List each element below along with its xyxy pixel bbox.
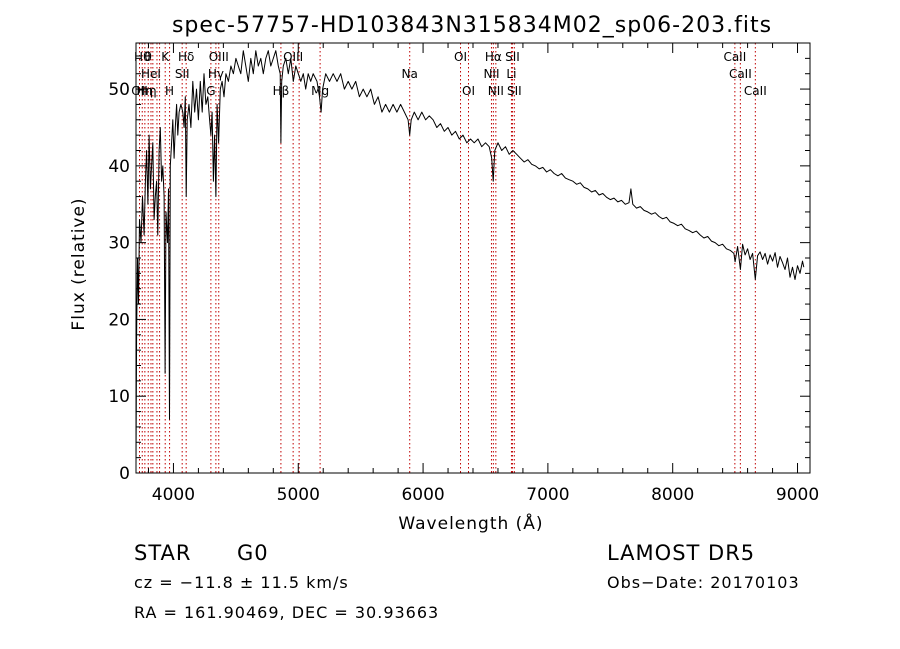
- spectral-line-label: Mg: [311, 84, 329, 98]
- spectral-line-label: Li: [506, 67, 516, 81]
- y-tick-label: 30: [108, 234, 130, 254]
- spectral-line-label: Hγ: [208, 67, 224, 81]
- x-tick-label: 5000: [277, 485, 320, 505]
- flux-series: [135, 50, 805, 466]
- x-tick-label: 4000: [152, 485, 195, 505]
- spectral-line-label: Hη: [137, 84, 154, 98]
- line-labels: OIIHθHηθHeIηKHSIIHδGHγOIIIHβOIIIMgNaOIOI…: [131, 50, 767, 98]
- plot-frame: [135, 42, 811, 474]
- spectral-line-label: H: [165, 84, 174, 98]
- redshift-velocity-text: cz = −11.8 ± 11.5 km/s: [134, 573, 349, 592]
- x-tick-label: 6000: [401, 485, 444, 505]
- spectral-line-label: NII: [483, 67, 499, 81]
- spectral-line-label: η: [149, 84, 157, 98]
- observation-date-text: Obs−Date: 20170103: [607, 573, 800, 592]
- spectral-line-label: Hθ: [134, 50, 150, 64]
- spectral-line-label: CaII: [723, 50, 746, 64]
- object-class: STAR: [134, 541, 191, 565]
- spectral-line-label: NII: [488, 84, 504, 98]
- spectral-line-label: θ: [145, 50, 152, 64]
- spectral-line-label: Hα: [485, 50, 502, 64]
- coordinates-text: RA = 161.90469, DEC = 30.93663: [134, 603, 440, 622]
- spectral-line-label: OI: [462, 84, 475, 98]
- x-tick-label: 8000: [651, 485, 694, 505]
- y-tick-label: 50: [108, 80, 130, 100]
- spectrum-chart: spec-57757-HD103843N315834M02_sp06-203.f…: [69, 13, 819, 534]
- spectral-line-label: G: [206, 84, 215, 98]
- observation-date: Obs−Date: 20170103: [607, 573, 800, 592]
- y-tick-label: 10: [108, 387, 130, 407]
- spectral-line-label: SII: [505, 50, 520, 64]
- y-tick-label: 20: [108, 310, 130, 330]
- spectral-line-label: OIII: [283, 50, 303, 64]
- spectral-line-label: SII: [507, 84, 522, 98]
- subclass-text: G0: [237, 541, 269, 565]
- spectral-line-label: OII: [131, 84, 148, 98]
- y-axis-label: Flux (relative): [69, 197, 89, 330]
- x-tick-label: 7000: [526, 485, 569, 505]
- spectral-line-label: CaII: [729, 67, 752, 81]
- x-axis-label: Wavelength (Å): [398, 512, 543, 534]
- spectral-line-label: Na: [402, 67, 418, 81]
- spectral-line-label: K: [161, 50, 170, 64]
- survey-name-text: LAMOST DR5: [607, 541, 756, 565]
- spectral-line-label: OI: [454, 50, 467, 64]
- survey-name: LAMOST DR5: [607, 541, 755, 565]
- y-tick-label: 40: [108, 157, 130, 177]
- spectral-lines: [138, 43, 756, 473]
- spectral-line-label: HeI: [141, 67, 161, 81]
- object-class-text: STAR: [134, 541, 192, 565]
- flux-series-line: [135, 50, 805, 466]
- spectral-line-label: SII: [175, 67, 190, 81]
- spectral-line-label: CaII: [744, 84, 767, 98]
- spectral-line-label: Hβ: [273, 84, 290, 98]
- redshift-velocity: cz = −11.8 ± 11.5 km/s: [134, 573, 349, 592]
- x-tick-label: 9000: [776, 485, 819, 505]
- chart-title: spec-57757-HD103843N315834M02_sp06-203.f…: [172, 13, 772, 38]
- spectral-line-label: Hδ: [178, 50, 194, 64]
- subclass: G0: [237, 541, 269, 565]
- y-tick-label: 0: [119, 464, 130, 484]
- axis-ticks: 4000 5000 6000 7000 8000 9000 0 10 20 30 40 50: [108, 43, 819, 505]
- spectral-line-label: OIII: [209, 50, 229, 64]
- coordinates: RA = 161.90469, DEC = 30.93663: [134, 603, 439, 622]
